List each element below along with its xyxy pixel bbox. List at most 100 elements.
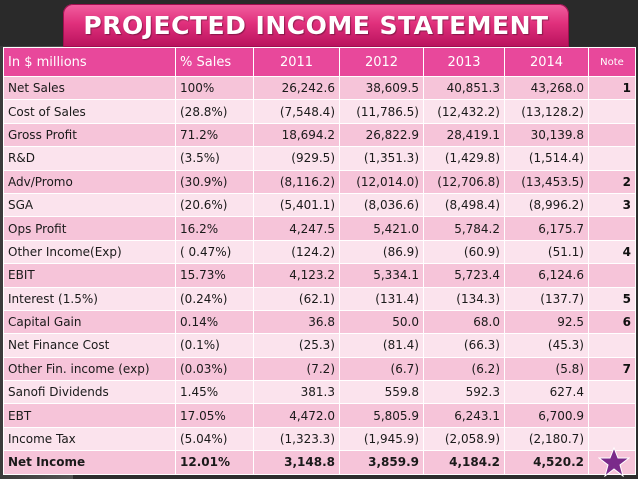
row-label: EBIT	[3, 263, 176, 288]
row-value-2014: 92.5	[504, 309, 589, 335]
header-2013: 2013	[423, 47, 505, 77]
row-value-2014: (137.7)	[504, 286, 589, 311]
row-value-2012: 5,421.0	[339, 216, 424, 241]
row-value-2011: 381.3	[253, 380, 340, 405]
row-pct-sales: 17.05%	[175, 403, 254, 428]
row-label: EBT	[3, 403, 176, 428]
row-value-2011: 36.8	[253, 309, 340, 335]
row-pct-sales: (0.03%)	[175, 356, 254, 382]
row-pct-sales: 12.01%	[175, 450, 254, 475]
row-value-2012: 26,822.9	[339, 122, 424, 148]
row-value-2013: (12,706.8)	[423, 169, 505, 194]
table-row: Other Fin. income (exp) (0.03%) (7.2) (6.7)…	[3, 356, 636, 382]
row-pct-sales: 100%	[175, 75, 254, 101]
row-pct-sales: (20.6%)	[175, 192, 254, 218]
row-value-2011: (1,323.3)	[253, 426, 340, 452]
table-row: Net Income 12.01% 3,148.8 3,859.9 4,184.2 4,5…	[3, 450, 636, 475]
row-pct-sales: (0.24%)	[175, 286, 254, 311]
row-value-2014: 30,139.8	[504, 122, 589, 148]
row-pct-sales: (0.1%)	[175, 333, 254, 358]
row-value-2011: 26,242.6	[253, 75, 340, 101]
row-pct-sales: (28.8%)	[175, 99, 254, 124]
row-value-2011: (7,548.4)	[253, 99, 340, 124]
row-note: 6	[588, 309, 636, 335]
row-pct-sales: (3.5%)	[175, 146, 254, 171]
header-pct-sales: % Sales	[175, 47, 254, 77]
header-2014: 2014	[504, 47, 589, 77]
row-value-2013: (134.3)	[423, 286, 505, 311]
row-value-2014: (2,180.7)	[504, 426, 589, 452]
row-value-2013: 5,723.4	[423, 263, 505, 288]
row-pct-sales: 71.2%	[175, 122, 254, 148]
table-row: Other Income(Exp)( 0.47%) (124.2) (86.9) (6…	[3, 239, 636, 265]
row-pct-sales: 15.73%	[175, 263, 254, 288]
row-value-2014: 43,268.0	[504, 75, 589, 101]
row-note	[588, 403, 636, 428]
row-pct-sales: (5.04%)	[175, 426, 254, 452]
row-value-2012: 50.0	[339, 309, 424, 335]
row-value-2011: (124.2)	[253, 239, 340, 265]
row-note	[588, 99, 636, 124]
row-value-2013: (60.9)	[423, 239, 505, 265]
row-value-2011: (8,116.2)	[253, 169, 340, 194]
row-value-2013: (1,429.8)	[423, 146, 505, 171]
title-banner: PROJECTED INCOME STATEMENT	[63, 4, 569, 47]
row-value-2011: (5,401.1)	[253, 192, 340, 218]
row-value-2012: (131.4)	[339, 286, 424, 311]
header-2012: 2012	[339, 47, 424, 77]
income-statement-table-wrapper: In $ millions % Sales 2011 2012 2013 201…	[3, 47, 636, 475]
table-row: Income Tax (5.04%) (1,323.3) (1,945.9) (2,05…	[3, 426, 636, 452]
row-value-2012: (8,036.6)	[339, 192, 424, 218]
table-header-row: In $ millions % Sales 2011 2012 2013 201…	[3, 47, 636, 77]
row-value-2014: 6,175.7	[504, 216, 589, 241]
row-value-2012: (1,351.3)	[339, 146, 424, 171]
row-value-2013: 40,851.3	[423, 75, 505, 101]
row-value-2014: 6,124.6	[504, 263, 589, 288]
page-title: PROJECTED INCOME STATEMENT	[83, 11, 549, 40]
table-row: Gross Profit 71.2% 18,694.2 26,822.9 28,419.…	[3, 122, 636, 148]
row-value-2011: 18,694.2	[253, 122, 340, 148]
table-row: Sanofi Dividends 1.45% 381.3 559.8 592.3 627.…	[3, 380, 636, 405]
row-label: Adv/Promo	[3, 169, 176, 194]
row-value-2013: 592.3	[423, 380, 505, 405]
row-note	[588, 146, 636, 171]
table-row: Ops Profit 16.2% 4,247.5 5,421.0 5,784.2 6,17…	[3, 216, 636, 241]
table-row: Cost of Sales (28.8%) (7,548.4) (11,786.5)(…	[3, 99, 636, 124]
row-label: Sanofi Dividends	[3, 380, 176, 405]
row-note	[588, 426, 636, 452]
row-value-2013: 6,243.1	[423, 403, 505, 428]
row-value-2014: 6,700.9	[504, 403, 589, 428]
table-body: Net Sales 100% 26,242.6 38,609.5 40,851.3 43,…	[3, 75, 636, 475]
header-2011: 2011	[253, 47, 340, 77]
row-note	[588, 380, 636, 405]
row-pct-sales: (30.9%)	[175, 169, 254, 194]
row-value-2012: (81.4)	[339, 333, 424, 358]
row-note	[588, 122, 636, 148]
row-value-2012: 38,609.5	[339, 75, 424, 101]
row-value-2011: (929.5)	[253, 146, 340, 171]
row-label: Ops Profit	[3, 216, 176, 241]
row-value-2011: 4,123.2	[253, 263, 340, 288]
row-pct-sales: 0.14%	[175, 309, 254, 335]
row-note	[588, 333, 636, 358]
row-note: 7	[588, 356, 636, 382]
row-value-2011: 4,472.0	[253, 403, 340, 428]
row-value-2012: (11,786.5)	[339, 99, 424, 124]
row-value-2014: 4,520.2	[504, 450, 589, 475]
row-value-2012: 559.8	[339, 380, 424, 405]
row-value-2013: 28,419.1	[423, 122, 505, 148]
row-value-2014: (13,128.2)	[504, 99, 589, 124]
row-value-2012: (86.9)	[339, 239, 424, 265]
table-row: Adv/Promo (30.9%) (8,116.2) (12,014.0) (12,7…	[3, 169, 636, 194]
header-note: Note	[588, 47, 636, 77]
row-label: Net Sales	[3, 75, 176, 101]
table-row: EBT 17.05% 4,472.0 5,805.9 6,243.1 6,700.9	[3, 403, 636, 428]
row-pct-sales: ( 0.47%)	[175, 239, 254, 265]
row-label: Capital Gain	[3, 309, 176, 335]
row-label: Income Tax	[3, 426, 176, 452]
row-value-2013: (12,432.2)	[423, 99, 505, 124]
row-note	[588, 263, 636, 288]
table-row: Net Sales 100% 26,242.6 38,609.5 40,851.3 43,…	[3, 75, 636, 101]
row-value-2014: (8,996.2)	[504, 192, 589, 218]
row-value-2013: 4,184.2	[423, 450, 505, 475]
